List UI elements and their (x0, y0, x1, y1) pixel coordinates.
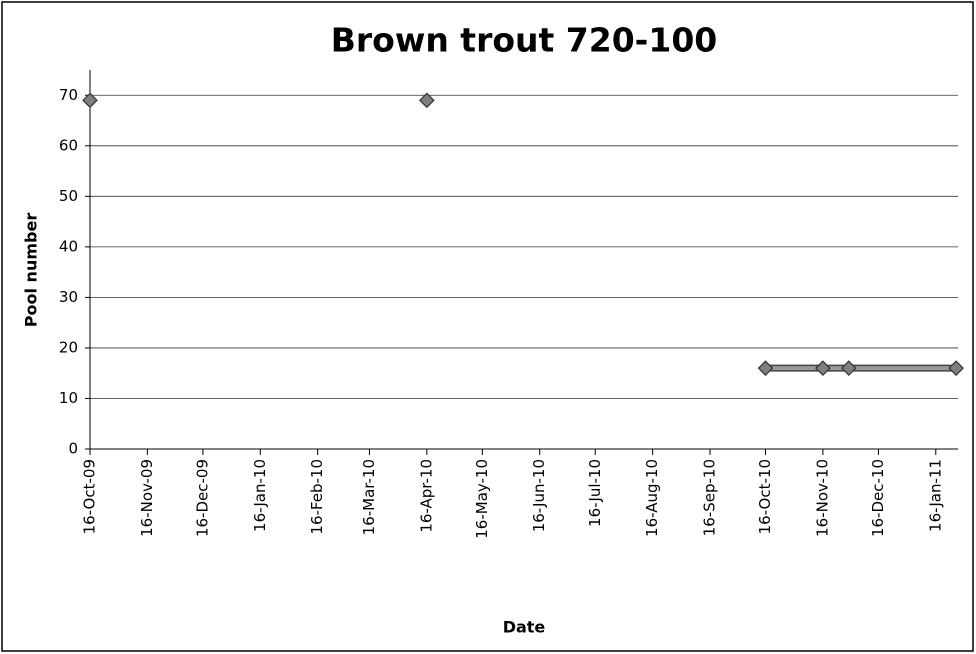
y-tick-label: 70 (59, 86, 78, 104)
y-tick-label: 40 (59, 237, 78, 255)
y-tick-label: 60 (59, 136, 78, 154)
x-tick-label: 16-Aug-10 (643, 459, 661, 537)
x-tick-label: 16-Sep-10 (701, 459, 719, 536)
data-point (418, 92, 435, 109)
data-point (757, 360, 774, 376)
x-tick-label: 16-Nov-09 (138, 459, 156, 537)
y-tick-label: 10 (59, 389, 78, 407)
x-tick-label: 16-Mar-10 (360, 459, 378, 535)
data-point (840, 360, 857, 376)
x-axis-label: Date (503, 618, 546, 637)
y-tick-label: 0 (68, 440, 78, 458)
x-tick-label: 16-Dec-10 (869, 459, 887, 537)
x-tick-label: 16-Jun-10 (530, 459, 548, 532)
y-tick-label: 50 (59, 187, 78, 205)
x-tick-label: 16-Jan-11 (926, 459, 944, 532)
x-tick-label: 16-Apr-10 (417, 459, 435, 533)
x-tick-label: 16-Dec-09 (193, 459, 211, 537)
y-tick-label: 30 (59, 288, 78, 306)
x-tick-label: 16-Jan-10 (251, 459, 269, 532)
y-tick-label: 20 (59, 338, 78, 356)
x-tick-label: 16-May-10 (473, 459, 491, 539)
data-point (815, 360, 831, 376)
chart-title: Brown trout 720-100 (331, 21, 718, 60)
x-tick-label: 16-Oct-10 (756, 459, 774, 534)
x-tick-label: 16-Nov-10 (813, 459, 831, 537)
x-tick-label: 16-Jul-10 (586, 459, 604, 527)
data-point (82, 92, 98, 109)
x-tick-label: 16-Feb-10 (308, 459, 326, 535)
x-tick-label: 16-Oct-09 (81, 459, 99, 534)
data-point (948, 360, 964, 376)
y-axis-label: Pool number (22, 213, 41, 328)
